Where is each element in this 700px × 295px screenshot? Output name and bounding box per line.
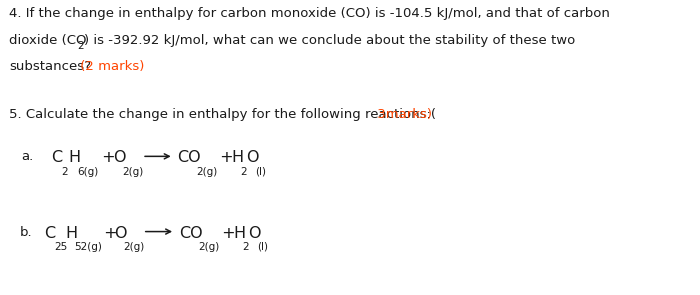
- Text: dioxide (CO: dioxide (CO: [9, 34, 87, 47]
- Text: 2(g): 2(g): [196, 167, 217, 177]
- Text: 52(g): 52(g): [74, 242, 102, 252]
- Text: C: C: [44, 226, 55, 241]
- Text: 3marks): 3marks): [373, 108, 432, 121]
- Text: O: O: [113, 150, 125, 165]
- Text: a.: a.: [21, 150, 34, 163]
- Text: O: O: [248, 226, 260, 241]
- Text: +: +: [99, 226, 118, 241]
- Text: 4. If the change in enthalpy for carbon monoxide (CO) is -104.5 kJ/mol, and that: 4. If the change in enthalpy for carbon …: [9, 7, 610, 20]
- Text: +: +: [217, 226, 236, 241]
- Text: substances?: substances?: [9, 60, 91, 73]
- Text: (l): (l): [255, 167, 266, 177]
- Text: H: H: [68, 150, 80, 165]
- Text: (2 marks): (2 marks): [76, 60, 144, 73]
- Text: 2(g): 2(g): [123, 242, 144, 252]
- Text: 2: 2: [77, 41, 83, 51]
- Text: H: H: [233, 226, 245, 241]
- Text: 2(g): 2(g): [198, 242, 219, 252]
- Text: 5. Calculate the change in enthalpy for the following reactions:(: 5. Calculate the change in enthalpy for …: [9, 108, 436, 121]
- Text: H: H: [65, 226, 77, 241]
- Text: 2: 2: [240, 167, 246, 177]
- Text: 25: 25: [54, 242, 67, 252]
- Text: H: H: [231, 150, 243, 165]
- Text: 2: 2: [242, 242, 248, 252]
- Text: b.: b.: [20, 226, 32, 239]
- Text: 6(g): 6(g): [77, 167, 98, 177]
- Text: CO: CO: [177, 150, 201, 165]
- Text: C: C: [51, 150, 62, 165]
- Text: CO: CO: [179, 226, 203, 241]
- Text: (l): (l): [257, 242, 268, 252]
- Text: O: O: [114, 226, 127, 241]
- Text: +: +: [215, 150, 234, 165]
- Text: 2: 2: [61, 167, 67, 177]
- Text: +: +: [97, 150, 116, 165]
- Text: 2(g): 2(g): [122, 167, 143, 177]
- Text: ) is -392.92 kJ/mol, what can we conclude about the stability of these two: ) is -392.92 kJ/mol, what can we conclud…: [84, 34, 575, 47]
- Text: O: O: [246, 150, 258, 165]
